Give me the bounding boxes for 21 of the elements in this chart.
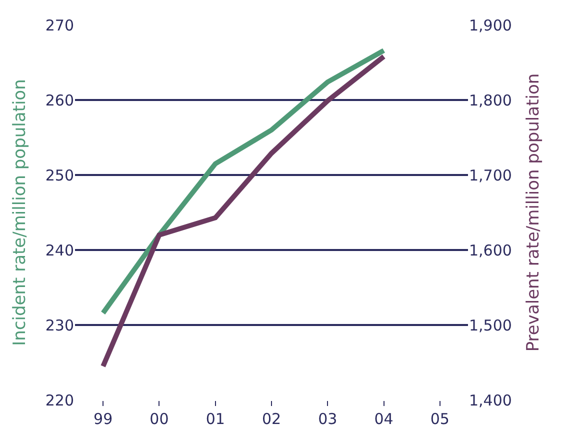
x-tick-label: 01 xyxy=(206,410,225,428)
y2-tick-label: 1,400 xyxy=(469,391,512,410)
x-tick-label: 02 xyxy=(262,410,282,428)
y2-tick-label: 1,500 xyxy=(469,316,512,334)
x-tick-label: 05 xyxy=(430,410,450,428)
y-tick-label: 230 xyxy=(45,316,74,334)
y-tick-label: 240 xyxy=(45,241,74,260)
y-tick-label: 250 xyxy=(45,166,74,184)
y-axis-title: Incident rate/million population xyxy=(10,79,30,346)
y2-axis-title: Prevalent rate/million population xyxy=(523,73,544,352)
y-tick-label: 260 xyxy=(45,91,74,110)
y-tick-label: 270 xyxy=(45,16,74,34)
y2-tick-label: 1,800 xyxy=(469,91,512,110)
x-tick-label: 04 xyxy=(374,410,394,428)
y2-tick-label: 1,700 xyxy=(469,166,512,184)
x-tick-label: 99 xyxy=(94,410,113,428)
x-tick-label: 00 xyxy=(150,410,169,428)
x-tick-label: 03 xyxy=(318,410,338,428)
y-tick-label: 220 xyxy=(45,391,74,410)
y2-tick-label: 1,900 xyxy=(469,16,512,34)
y2-tick-label: 1,600 xyxy=(469,241,512,260)
